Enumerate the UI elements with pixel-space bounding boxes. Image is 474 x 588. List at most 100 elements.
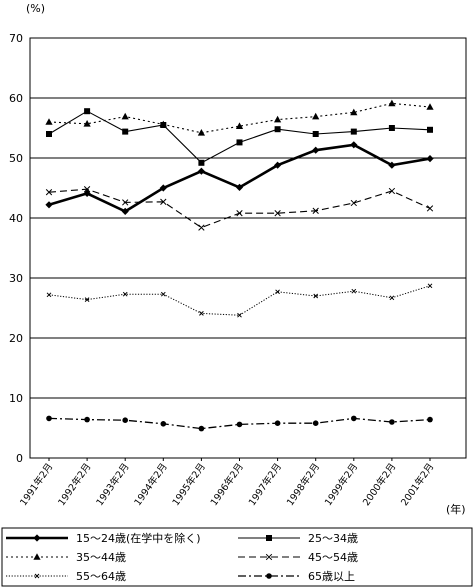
y-tick-label: 50 (9, 152, 23, 165)
data-point (160, 198, 167, 205)
data-point (46, 292, 52, 298)
series-group (46, 415, 433, 432)
legend-label: 45～54歳 (308, 551, 358, 564)
legend-item: 65歳以上 (238, 570, 355, 583)
data-point (266, 573, 272, 579)
data-point (265, 553, 273, 561)
data-point (84, 297, 90, 302)
data-point (122, 291, 128, 297)
data-point (313, 293, 319, 299)
data-point (122, 199, 129, 206)
data-point (236, 139, 243, 146)
data-point (389, 419, 395, 425)
data-point (46, 415, 52, 422)
data-point (427, 283, 433, 289)
data-point (198, 224, 205, 231)
series-group (45, 186, 434, 231)
y-tick-label: 40 (9, 212, 23, 225)
data-point (426, 205, 434, 212)
legend-item: 25～34歳 (238, 532, 358, 545)
x-tick-label: 1996年2月 (208, 461, 246, 508)
x-tick-label: 1998年2月 (284, 461, 322, 508)
y-tick-label: 10 (9, 392, 23, 405)
x-tick-label: 1992年2月 (55, 461, 93, 508)
data-point (274, 161, 282, 169)
legend-item: 55～64歳 (6, 570, 126, 583)
y-tick-label: 0 (16, 452, 23, 465)
data-point (45, 189, 53, 196)
series-line (48, 285, 431, 316)
series-line (48, 143, 431, 213)
data-point (350, 108, 358, 116)
data-point (122, 417, 128, 424)
y-axis-unit: (%) (26, 2, 45, 15)
data-point (197, 129, 205, 136)
data-point (351, 288, 357, 294)
data-point (160, 291, 166, 297)
legend-label: 55～64歳 (76, 570, 126, 583)
data-point (266, 535, 272, 541)
data-point (121, 112, 129, 120)
y-tick-label: 60 (9, 92, 23, 105)
series-group (46, 283, 433, 318)
legend-item: 45～54歳 (238, 551, 358, 564)
data-point (84, 416, 90, 423)
data-point (312, 420, 319, 427)
data-point (388, 161, 396, 169)
data-point (84, 108, 91, 115)
legend-item: 35～44歳 (6, 551, 126, 564)
data-point (274, 115, 282, 123)
legend: 15～24歳(在学中を除く) 25～34歳 35～44歳 45～54歳 55～64歳 65… (1, 527, 473, 587)
data-point (121, 207, 129, 215)
data-point (351, 415, 357, 422)
data-point (275, 289, 280, 295)
data-point (237, 312, 242, 318)
data-point (122, 128, 129, 135)
series-line (48, 188, 431, 229)
x-tick-label: 1993年2月 (94, 461, 132, 508)
y-axis-ticks: 0 10 20 30 40 50 60 70 (9, 32, 23, 465)
y-tick-label: 30 (9, 272, 23, 285)
data-point (426, 103, 434, 110)
series-group (45, 99, 434, 136)
x-tick-label: 1994年2月 (132, 461, 170, 508)
data-point (33, 534, 41, 542)
x-tick-label: 1991年2月 (17, 461, 55, 508)
y-tick-label: 70 (9, 32, 23, 45)
data-point (45, 118, 53, 125)
series-group (46, 108, 433, 166)
y-tick-label: 20 (9, 332, 23, 345)
data-point (426, 155, 434, 163)
legend-label: 35～44歳 (76, 551, 126, 564)
data-point (45, 201, 53, 209)
data-point (388, 99, 396, 107)
data-point (350, 141, 358, 149)
data-point (159, 184, 167, 192)
x-tick-label: 1999年2月 (322, 461, 360, 508)
legend-label: 15～24歳(在学中を除く) (76, 531, 201, 545)
data-point (350, 199, 357, 207)
data-point (83, 186, 91, 193)
data-point (427, 126, 433, 133)
data-point (198, 425, 205, 432)
data-point (159, 120, 167, 128)
data-point (312, 131, 319, 137)
x-tick-label: 2000年2月 (360, 461, 398, 508)
data-point (274, 126, 281, 133)
data-point (312, 207, 319, 214)
series-group (45, 141, 434, 215)
plot-area-frame (29, 37, 467, 459)
data-point (197, 167, 205, 175)
data-point (160, 421, 167, 427)
data-point (236, 421, 243, 428)
series-line (48, 102, 431, 134)
data-point (235, 122, 244, 129)
data-point (83, 120, 91, 127)
gridlines (30, 97, 466, 399)
data-point (427, 416, 433, 423)
legend-item: 15～24歳(在学中を除く) (6, 531, 201, 545)
data-point (388, 187, 396, 195)
data-point (235, 183, 244, 191)
data-point (312, 146, 320, 154)
data-point (46, 131, 52, 137)
